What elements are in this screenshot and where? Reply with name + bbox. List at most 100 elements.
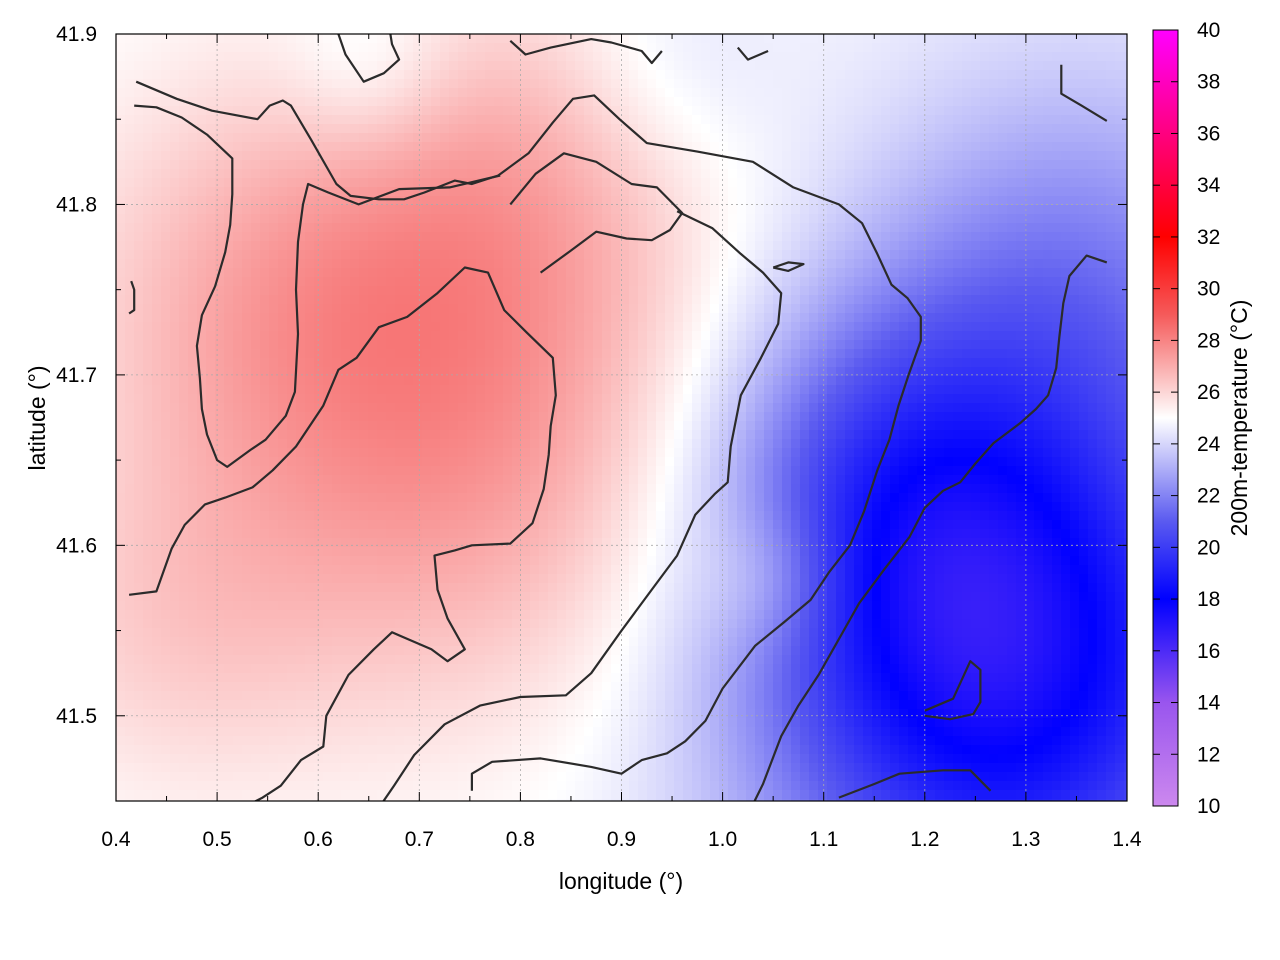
heat-cell	[161, 331, 171, 341]
heat-cell	[269, 727, 279, 737]
heat-cell	[143, 79, 153, 89]
heat-cell	[503, 133, 513, 143]
heat-cell	[116, 574, 126, 584]
heat-cell	[449, 367, 459, 377]
heat-cell	[332, 439, 342, 449]
heat-cell	[125, 583, 135, 593]
heat-cell	[413, 466, 423, 476]
heat-cell	[179, 187, 189, 197]
heat-cell	[323, 376, 333, 386]
heat-cell	[350, 70, 360, 80]
heat-cell	[350, 169, 360, 179]
heat-cell	[332, 448, 342, 458]
heat-cell	[323, 304, 333, 314]
heat-cell	[521, 673, 531, 683]
heat-cell	[620, 331, 630, 341]
heat-cell	[125, 457, 135, 467]
heat-cell	[197, 214, 207, 224]
heat-cell	[152, 502, 162, 512]
heat-cell	[251, 763, 261, 773]
heat-cell	[323, 601, 333, 611]
heat-cell	[269, 349, 279, 359]
heat-cell	[323, 403, 333, 413]
heat-cell	[305, 772, 315, 782]
heat-cell	[377, 448, 387, 458]
heat-cell	[269, 169, 279, 179]
heat-cell	[467, 556, 477, 566]
heat-cell	[269, 745, 279, 755]
heat-cell	[548, 736, 558, 746]
heat-cell	[638, 88, 648, 98]
heat-cell	[188, 439, 198, 449]
heat-cell	[269, 223, 279, 233]
heat-cell	[296, 124, 306, 134]
heat-cell	[332, 736, 342, 746]
heat-cell	[476, 259, 486, 269]
heat-cell	[431, 799, 441, 801]
heat-cell	[125, 79, 135, 89]
heat-cell	[341, 259, 351, 269]
heat-cell	[566, 196, 576, 206]
heat-cell	[413, 484, 423, 494]
heat-cell	[575, 655, 585, 665]
heat-cell	[323, 583, 333, 593]
heat-cell	[251, 79, 261, 89]
heat-cell	[620, 637, 630, 647]
heat-cell	[602, 592, 612, 602]
heat-cell	[242, 124, 252, 134]
heat-cell	[206, 241, 216, 251]
heat-cell	[215, 574, 225, 584]
heat-cell	[566, 754, 576, 764]
heat-cell	[278, 601, 288, 611]
heat-cell	[134, 376, 144, 386]
heat-cell	[584, 457, 594, 467]
heat-cell	[611, 727, 621, 737]
heat-cell	[224, 43, 234, 53]
heat-cell	[548, 628, 558, 638]
heat-cell	[332, 331, 342, 341]
heat-cell	[512, 385, 522, 395]
heat-cell	[530, 745, 540, 755]
heat-cell	[494, 214, 504, 224]
heat-cell	[629, 214, 639, 224]
heat-cell	[530, 331, 540, 341]
heat-cell	[422, 439, 432, 449]
heat-cell	[152, 457, 162, 467]
heat-cell	[215, 601, 225, 611]
heat-cell	[161, 358, 171, 368]
heat-cell	[404, 394, 414, 404]
heat-cell	[143, 43, 153, 53]
heat-cell	[395, 412, 405, 422]
heat-cell	[260, 655, 270, 665]
heat-cell	[620, 565, 630, 575]
heat-cell	[188, 466, 198, 476]
heat-cell	[422, 160, 432, 170]
heat-cell	[629, 331, 639, 341]
heat-cell	[116, 250, 126, 260]
heat-cell	[575, 133, 585, 143]
heat-cell	[188, 601, 198, 611]
heat-cell	[548, 178, 558, 188]
heat-cell	[188, 727, 198, 737]
heat-cell	[188, 331, 198, 341]
heat-cell	[566, 178, 576, 188]
heat-cell	[476, 412, 486, 422]
heat-cell	[629, 232, 639, 242]
heat-cell	[485, 763, 495, 773]
heat-cell	[296, 268, 306, 278]
heat-cell	[485, 169, 495, 179]
heat-cell	[215, 664, 225, 674]
heat-cell	[404, 214, 414, 224]
heat-cell	[593, 169, 603, 179]
heat-cell	[170, 718, 180, 728]
heat-cell	[350, 115, 360, 125]
heat-cell	[575, 700, 585, 710]
heat-cell	[242, 619, 252, 629]
heat-cell	[611, 34, 621, 44]
heat-cell	[116, 412, 126, 422]
heat-cell	[422, 502, 432, 512]
heat-cell	[188, 610, 198, 620]
heat-cell	[359, 79, 369, 89]
heat-cell	[575, 196, 585, 206]
heat-cell	[440, 169, 450, 179]
